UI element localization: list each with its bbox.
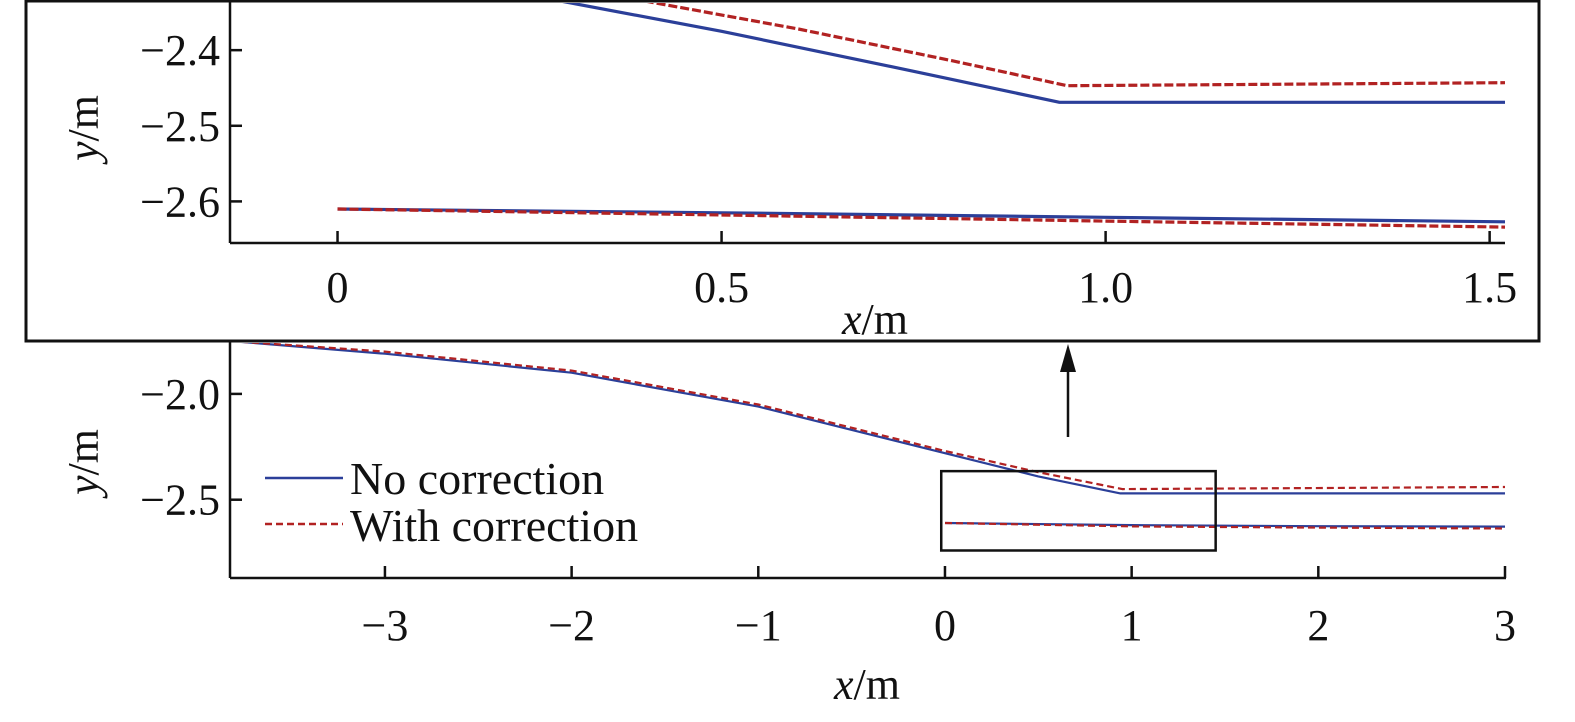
main-line-with-correction-1 [243,343,1506,491]
main-x-tick-label: 0 [934,601,956,650]
main-x-ticks: −3 −2 −1 0 1 2 3 [362,566,1516,650]
inset-x-ticks: 0 0.5 1.0 1.5 [327,231,1517,312]
legend: No correction With correction [265,453,638,551]
inset-x-tick-label: 1.0 [1078,263,1133,312]
main-x-tick-label: 1 [1121,601,1143,650]
inset-y-tick-label: −2.5 [140,102,220,151]
main-y-axis-label: y/m [59,429,108,499]
inset-y-tick-label: −2.6 [140,177,220,226]
inset-frame [24,0,1541,343]
main-y-tick-label: −2.5 [140,476,220,525]
main-x-axis-label: x/m [833,660,900,709]
main-x-tick-label: −2 [548,601,595,650]
main-x-tick-label: −3 [362,601,409,650]
inset-series-lines [337,3,1506,229]
legend-label-with-correction: With correction [350,500,638,551]
inset-x-axis-label: x/m [841,295,908,344]
inset-x-tick-label: 0.5 [694,263,749,312]
inset-y-tick-label: −2.4 [140,26,220,75]
inset-line-no-correction-1 [562,3,1505,104]
zoom-box [939,469,1217,552]
main-line-no-correction-1 [240,343,1505,495]
main-y-tick-label: −2.0 [140,370,220,419]
inset-y-ticks: −2.4 −2.5 −2.6 [140,26,242,226]
inset-x-tick-label: 1.5 [1462,263,1517,312]
inset-x-tick-label: 0 [327,263,349,312]
inset-line-with-correction-2 [337,207,1506,229]
inset-line-with-correction-1 [646,3,1506,88]
inset-y-axis-label: y/m [59,95,108,165]
legend-label-no-correction: No correction [350,453,604,504]
main-series-lines [240,343,1506,530]
main-panel: −2.0 −2.5 −3 −2 −1 0 1 2 3 No correction With c… [59,341,1516,709]
inset-panel: −2.4 −2.5 −2.6 0 0.5 1.0 1.5 x/m y/m [24,0,1541,344]
main-x-tick-label: 3 [1494,601,1516,650]
main-line-with-correction-2 [944,521,1506,530]
main-x-tick-label: 2 [1307,601,1329,650]
zoom-arrow-head [1060,344,1076,372]
main-x-tick-label: −1 [735,601,782,650]
main-y-ticks: −2.0 −2.5 [140,370,242,525]
